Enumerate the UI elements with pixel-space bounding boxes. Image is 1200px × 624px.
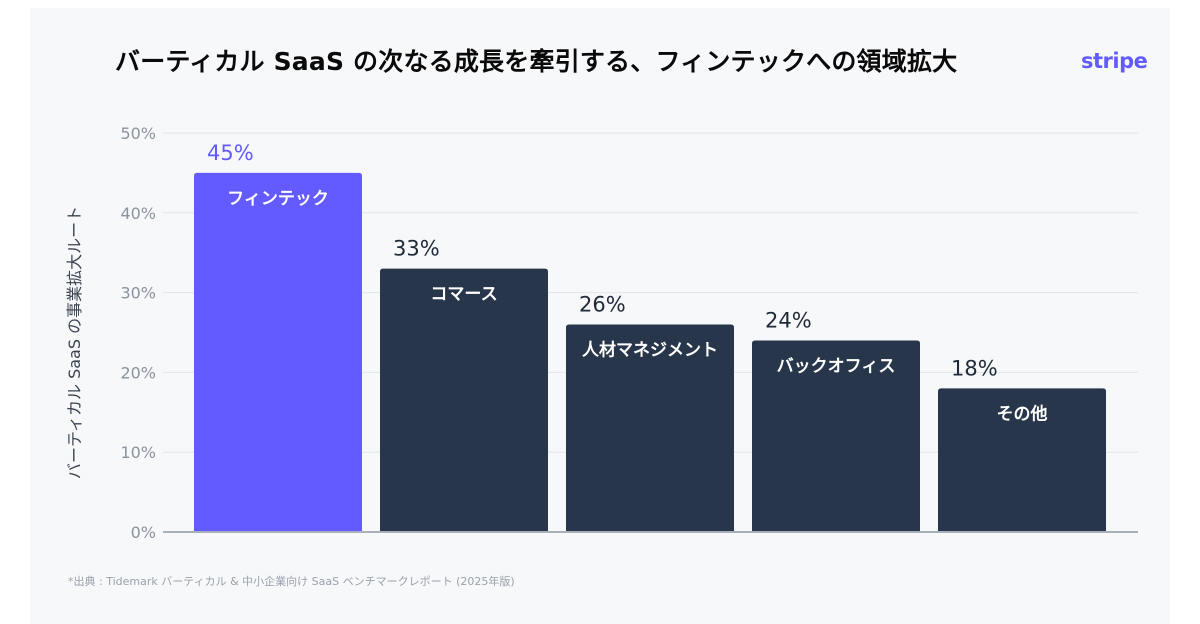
value-label: 18%	[951, 356, 998, 380]
value-label: 45%	[207, 141, 254, 165]
y-tick-label: 50%	[120, 124, 156, 143]
stripe-logo: stripe	[1081, 49, 1148, 73]
value-label: 26%	[579, 293, 626, 317]
category-label: 人材マネジメント	[582, 340, 718, 361]
bars: 45% フィンテック 33% コマース 26% 人材マネジメント 24% バックオフィス 18%…	[194, 141, 1106, 532]
bar	[380, 268, 548, 532]
bar-group: 33% コマース	[380, 237, 548, 532]
bar	[194, 172, 362, 532]
bar-group: 18% その他	[938, 356, 1106, 532]
y-tick-label: 20%	[120, 363, 156, 382]
y-tick-label: 10%	[120, 443, 156, 462]
bar	[752, 340, 920, 532]
chart-title: バーティカル SaaS の次なる成長を牽引する、フィンテックへの領域拡大	[115, 47, 958, 76]
source-note: *出典 : Tidemark バーティカル & 中小企業向け SaaS ベンチマ…	[68, 575, 515, 588]
value-label: 33%	[393, 237, 440, 261]
category-label: フィンテック	[227, 189, 329, 209]
bar	[938, 388, 1106, 532]
y-tick-label: 0%	[131, 523, 156, 542]
bar-group: 26% 人材マネジメント	[566, 293, 734, 532]
bar-group: 45% フィンテック	[194, 141, 362, 532]
bar-group: 24% バックオフィス	[752, 308, 920, 532]
category-label: バックオフィス	[777, 356, 896, 376]
bar	[566, 324, 734, 532]
category-label: その他	[997, 403, 1048, 424]
y-axis-label: バーティカル SaaS の事業拡大ルート	[65, 206, 84, 479]
y-axis-ticks: 0% 10% 20% 30% 40% 50%	[120, 124, 156, 542]
value-label: 24%	[765, 308, 812, 332]
y-tick-label: 40%	[120, 204, 156, 223]
category-label: コマース	[430, 285, 497, 305]
y-tick-label: 30%	[120, 284, 156, 303]
